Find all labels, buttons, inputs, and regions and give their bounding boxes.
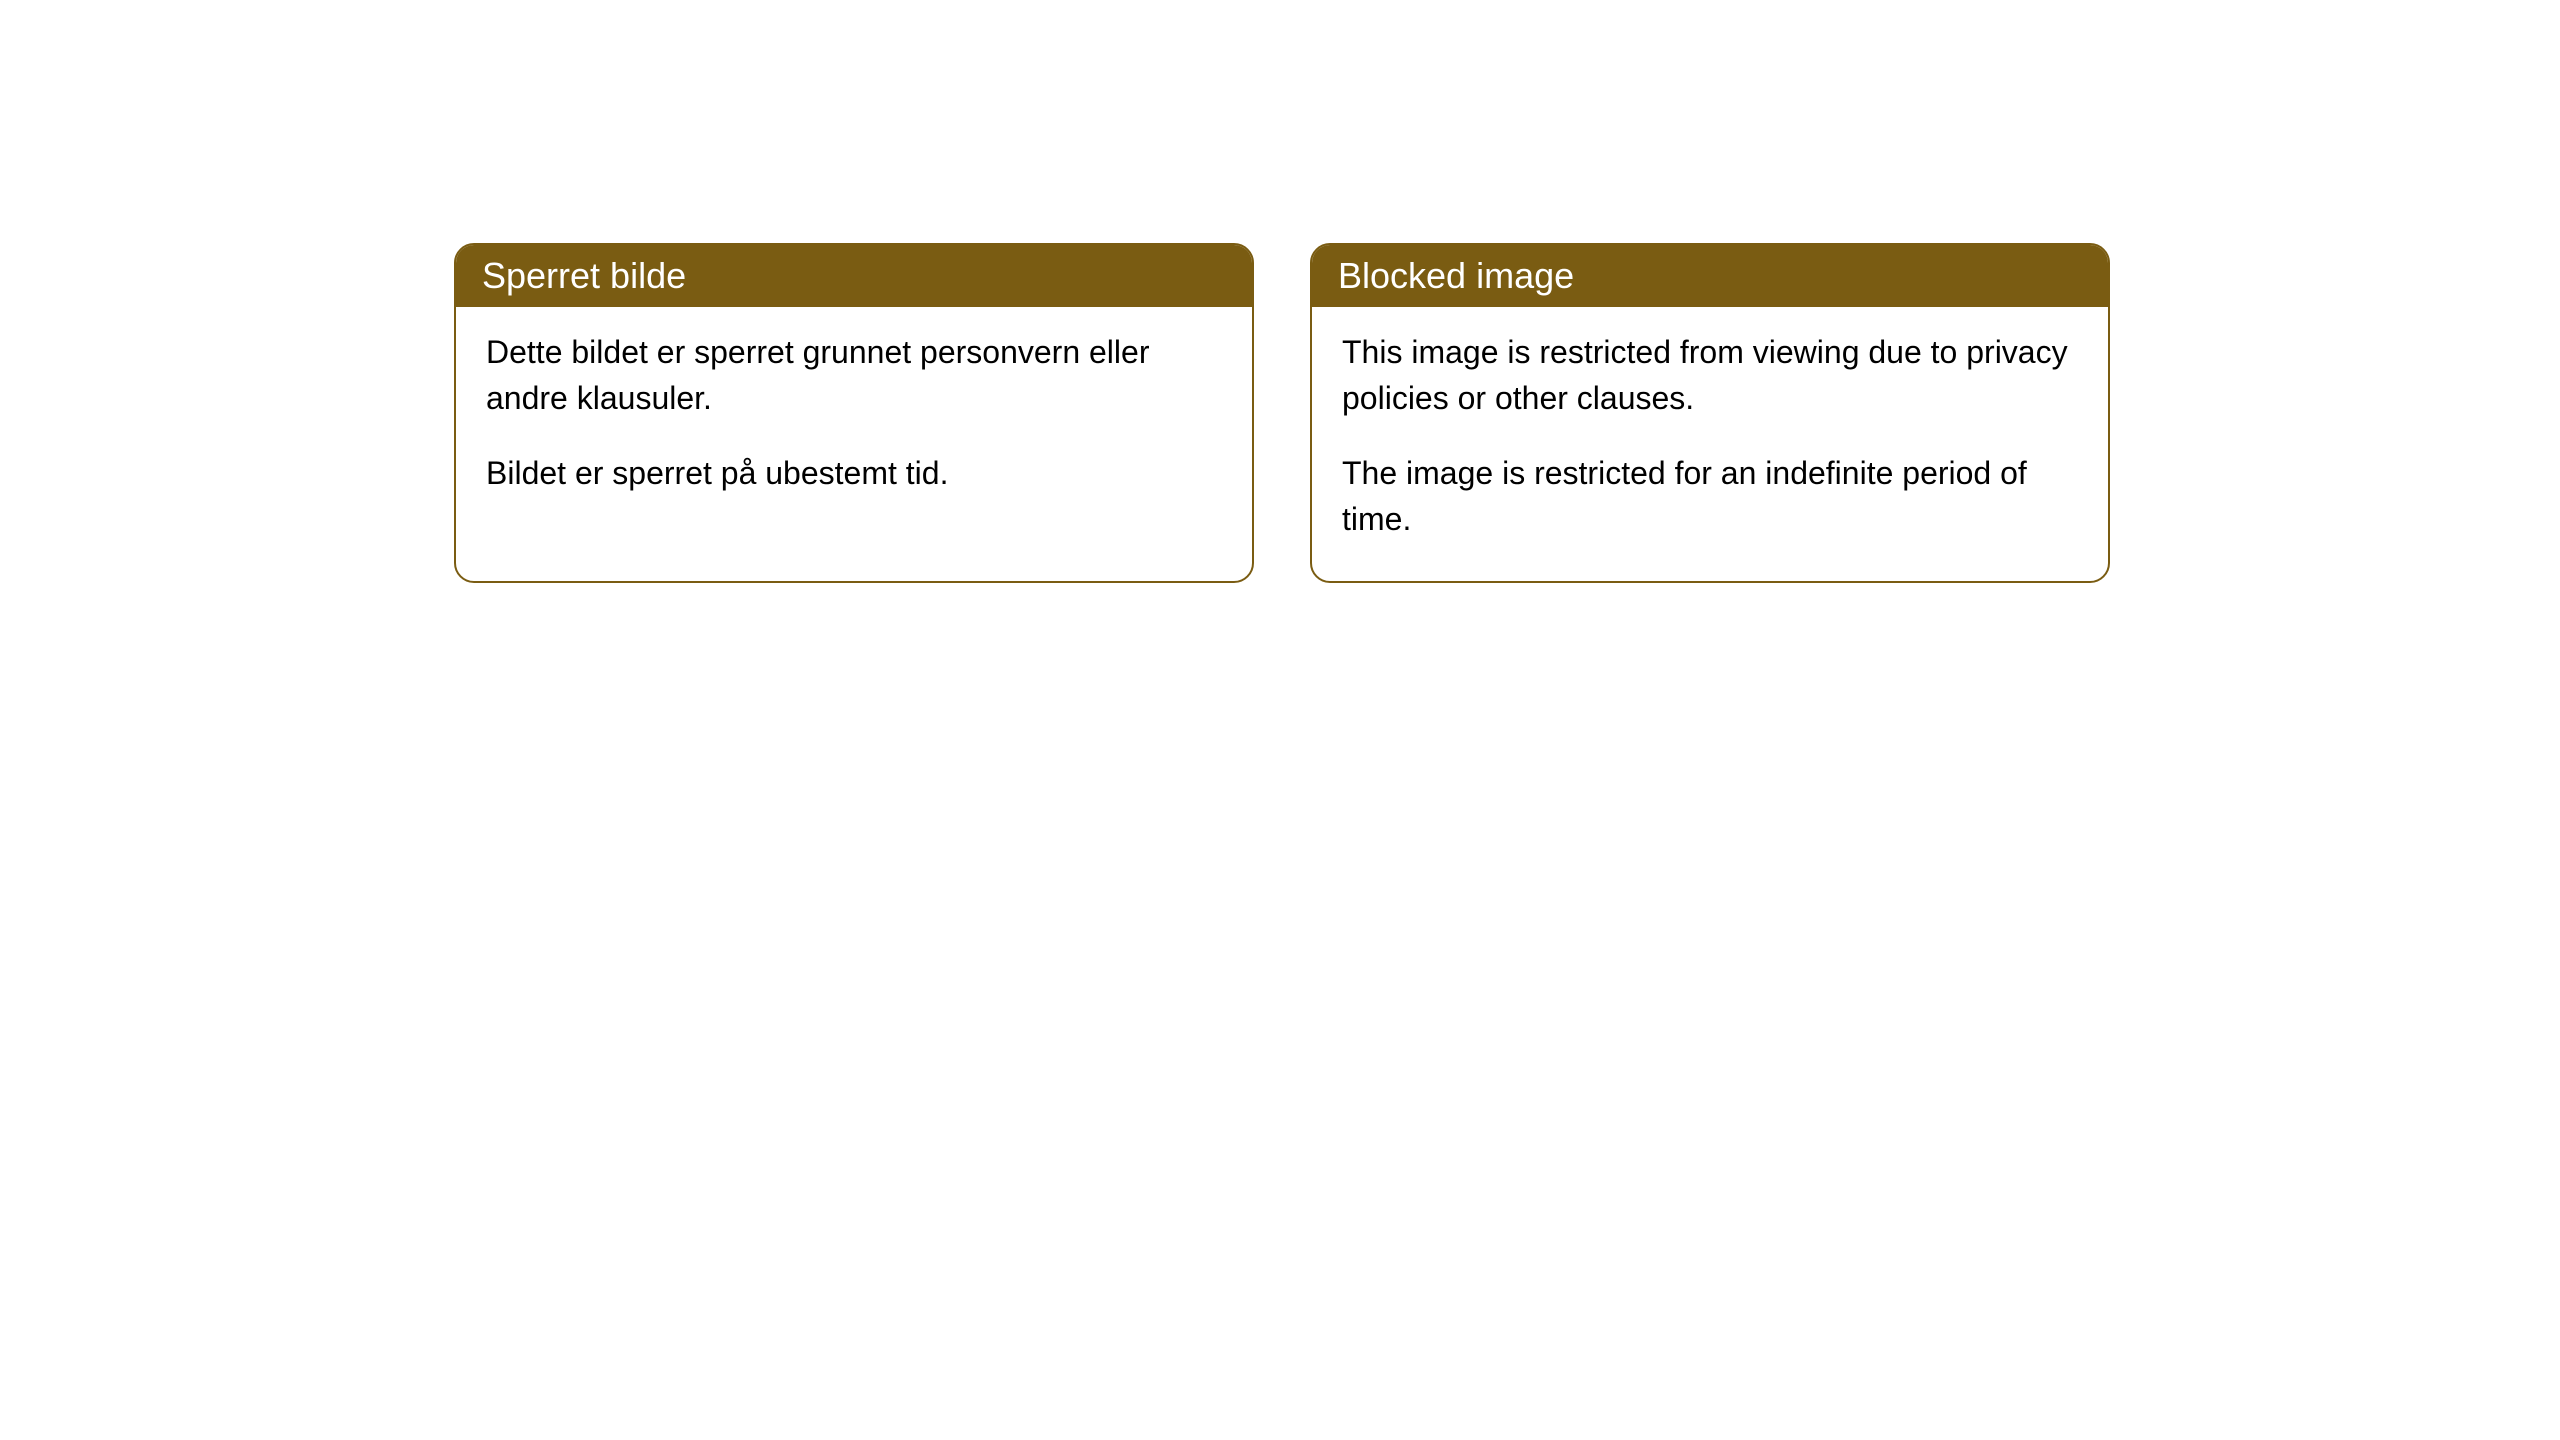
card-header-text: Sperret bilde xyxy=(482,255,686,296)
notice-card-norwegian: Sperret bilde Dette bildet er sperret gr… xyxy=(454,243,1254,583)
card-body-paragraph: This image is restricted from viewing du… xyxy=(1342,329,2078,422)
card-body-paragraph: Bildet er sperret på ubestemt tid. xyxy=(486,450,1222,496)
notice-cards-container: Sperret bilde Dette bildet er sperret gr… xyxy=(454,243,2110,583)
card-header: Sperret bilde xyxy=(456,245,1252,307)
card-body: This image is restricted from viewing du… xyxy=(1312,307,2108,581)
notice-card-english: Blocked image This image is restricted f… xyxy=(1310,243,2110,583)
card-header-text: Blocked image xyxy=(1338,255,1574,296)
card-body-paragraph: Dette bildet er sperret grunnet personve… xyxy=(486,329,1222,422)
card-header: Blocked image xyxy=(1312,245,2108,307)
card-body-paragraph: The image is restricted for an indefinit… xyxy=(1342,450,2078,543)
card-body: Dette bildet er sperret grunnet personve… xyxy=(456,307,1252,534)
